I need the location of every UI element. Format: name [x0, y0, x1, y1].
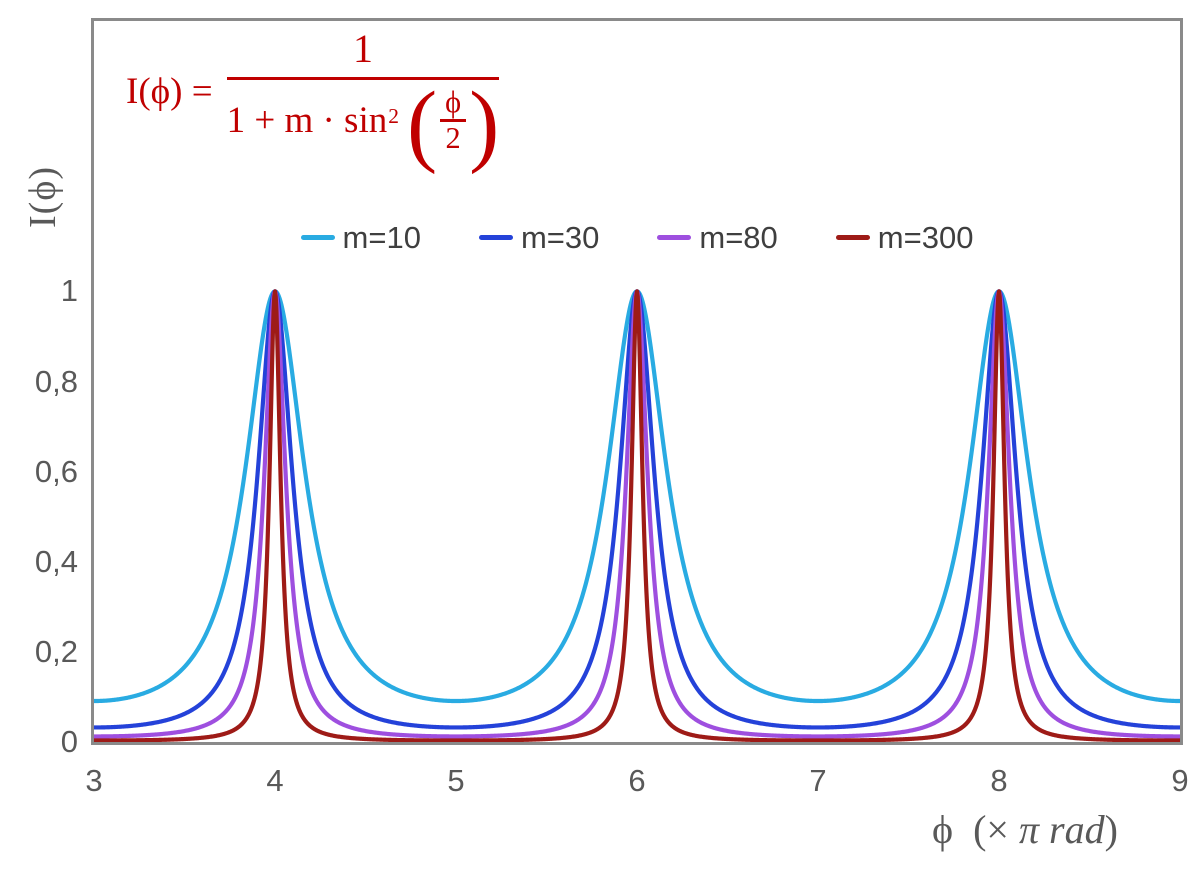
y-tick-label: 0,2 — [34, 633, 78, 669]
x-tick-label: 9 — [1171, 763, 1189, 798]
x-tick-label: 3 — [85, 763, 103, 798]
x-axis-title: ϕ (× π rad) — [860, 806, 1190, 853]
x-tick-label: 8 — [990, 763, 1008, 798]
x-axis-title-unit: π rad — [1019, 807, 1105, 852]
legend-label: m=10 — [342, 220, 421, 255]
legend-label: m=30 — [520, 220, 600, 255]
legend: m=10 m=30 m=80 m=300 — [94, 222, 1180, 253]
legend-item-m-80: m=80 — [657, 220, 778, 255]
formula-equals-sign: = — [191, 71, 213, 113]
y-tick-label: 0,8 — [34, 363, 78, 399]
formula-denominator-text: 1 + m · sin — [226, 99, 388, 141]
legend-item-m-300: m=300 — [835, 220, 974, 255]
x-axis-title-open: (× — [973, 807, 1019, 852]
y-tick-label: 0 — [60, 724, 78, 759]
x-tick-label: 4 — [266, 763, 284, 798]
x-tick-label: 7 — [809, 763, 827, 798]
x-axis-title-close: ) — [1104, 807, 1118, 852]
formula-function-name: I(ϕ) — [126, 71, 183, 113]
x-axis-title-symbol: ϕ — [932, 807, 954, 852]
y-tick-label: 0,4 — [34, 543, 78, 579]
legend-swatch — [300, 235, 335, 240]
formula-inner-denominator: 2 — [445, 121, 461, 156]
legend-swatch — [657, 235, 692, 240]
x-tick-label: 6 — [628, 763, 646, 798]
legend-swatch — [478, 235, 513, 240]
curve-m-80 — [94, 289, 1180, 739]
curves-svg — [94, 289, 1180, 742]
formula-numerator: 1 — [226, 28, 500, 80]
curve-m-300 — [94, 289, 1180, 742]
formula-inner-fraction: ϕ 2 — [440, 87, 467, 156]
x-tick-label: 5 — [447, 763, 465, 798]
legend-label: m=80 — [699, 220, 778, 255]
formula-exponent: 2 — [388, 104, 399, 129]
formula-denominator: 1 + m · sin 2 ( ϕ 2 ) — [226, 72, 500, 176]
legend-swatch — [835, 235, 870, 240]
curve-m-30 — [94, 289, 1180, 730]
legend-item-m-10: m=10 — [300, 220, 421, 255]
y-tick-label: 0,6 — [34, 453, 78, 489]
formula-annotation: I(ϕ) = 1 1 + m · sin 2 ( ϕ 2 ) — [126, 28, 500, 176]
y-axis-title: I(ϕ) — [22, 166, 64, 228]
formula-fraction: 1 1 + m · sin 2 ( ϕ 2 ) — [226, 28, 500, 176]
legend-label: m=300 — [877, 220, 974, 255]
legend-item-m-30: m=30 — [478, 220, 600, 255]
y-tick-label: 1 — [60, 273, 78, 309]
formula-lhs: I(ϕ) = — [126, 70, 213, 113]
formula-inner-numerator: ϕ — [440, 87, 467, 123]
